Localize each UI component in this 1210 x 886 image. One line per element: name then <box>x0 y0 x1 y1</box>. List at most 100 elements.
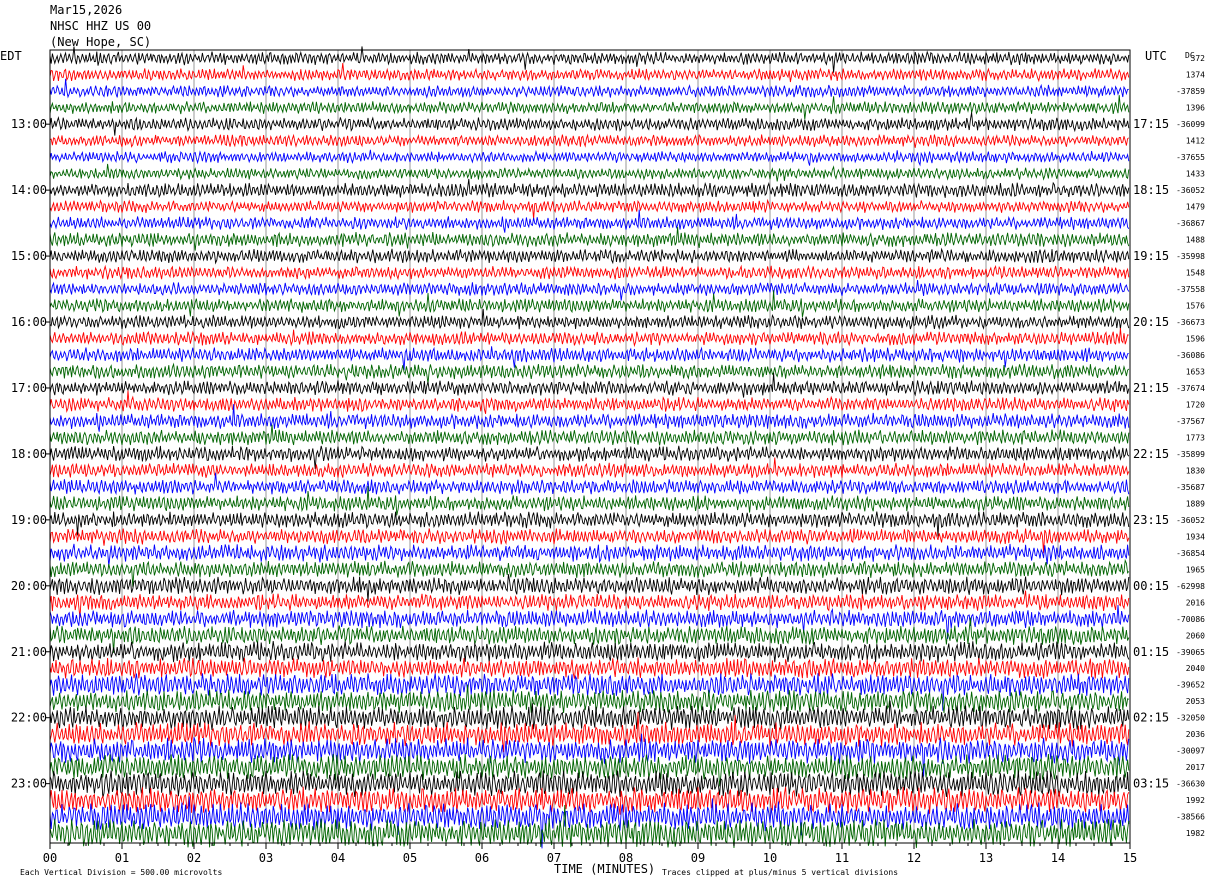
seismic-trace <box>49 372 1130 398</box>
seismic-trace <box>49 684 1129 714</box>
x-tick-label: 02 <box>187 851 201 865</box>
x-tick-label: 11 <box>835 851 849 865</box>
seismic-trace <box>49 178 1130 199</box>
x-tick-label: 13 <box>979 851 993 865</box>
dc-offset-label: -36099 <box>1176 120 1205 129</box>
right-hour-label: 03:15 <box>1133 777 1169 791</box>
seismic-trace <box>49 786 1130 815</box>
seismic-trace <box>49 279 1130 301</box>
right-hour-label: 20:15 <box>1133 315 1169 329</box>
dc-offset-label: -36052 <box>1176 516 1205 525</box>
left-hour-labels: 13:00 14:00 15:00 16:00 17:00 18:00 19:00 20:00… <box>11 117 50 791</box>
seismic-trace <box>49 604 1130 639</box>
dc-offset-label: -36630 <box>1176 780 1205 789</box>
dc-offset-label: -35998 <box>1176 252 1205 261</box>
right-timezone-label: UTC <box>1145 49 1167 63</box>
right-hour-label: 23:15 <box>1133 513 1169 527</box>
dc-offset-label: -70086 <box>1176 615 1205 624</box>
dc-offset-label: 1653 <box>1186 367 1205 376</box>
x-tick-label: 10 <box>763 851 777 865</box>
seismic-trace <box>49 733 1130 777</box>
dc-offset-label: 1720 <box>1186 400 1205 409</box>
left-hour-label: 17:00 <box>11 381 47 395</box>
dc-offset-label: 1548 <box>1186 269 1205 278</box>
seismic-trace <box>49 78 1129 99</box>
dc-offset-label: -62998 <box>1176 582 1205 591</box>
station-label: NHSC HHZ US 00 <box>50 19 152 33</box>
dc-offset-label: -37674 <box>1176 384 1205 393</box>
seismic-trace <box>49 445 1130 469</box>
dc-offset-label: -36854 <box>1176 549 1205 558</box>
seismic-trace <box>49 264 1130 281</box>
dc-offset-label: 1889 <box>1186 499 1205 508</box>
x-axis-title: TIME (MINUTES) <box>554 862 655 876</box>
x-tick-label: 06 <box>475 851 489 865</box>
dc-offset-label: -36086 <box>1176 351 1205 360</box>
right-hour-label: 17:15 <box>1133 117 1169 131</box>
left-hour-label: 15:00 <box>11 249 47 263</box>
left-hour-label: 13:00 <box>11 117 47 131</box>
right-hour-label: 21:15 <box>1133 381 1169 395</box>
dc-offset-label: -36673 <box>1176 318 1205 327</box>
dc-offset-label: 1934 <box>1186 532 1205 541</box>
dc-offset-label: 1412 <box>1186 137 1205 146</box>
dc-offset-label: 1374 <box>1186 71 1205 80</box>
seismic-trace <box>49 328 1129 348</box>
seismic-trace <box>49 796 1130 849</box>
right-hour-label: 18:15 <box>1133 183 1169 197</box>
dc-offset-label: -37558 <box>1176 285 1205 294</box>
left-hour-label: 22:00 <box>11 711 47 725</box>
seismic-trace <box>49 404 1130 432</box>
x-tick-label: 14 <box>1051 851 1065 865</box>
right-hour-label: 02:15 <box>1133 711 1169 725</box>
dc-offset-label: -37655 <box>1176 153 1205 162</box>
seismic-trace <box>49 472 1130 496</box>
grid-lines <box>121 50 1059 843</box>
location-label: (New Hope, SC) <box>50 35 152 49</box>
date-label: Mar15,2026 <box>50 3 123 17</box>
seismic-trace <box>49 424 1130 446</box>
dc-column-label: DC <box>1185 51 1195 60</box>
seismic-trace <box>49 511 1130 537</box>
x-tick-label: 12 <box>907 851 921 865</box>
dc-offset-label: -38566 <box>1176 813 1205 822</box>
seismic-trace <box>49 209 1130 233</box>
x-tick-label: 04 <box>331 851 345 865</box>
seismic-trace <box>49 673 1130 711</box>
right-hour-label: 22:15 <box>1133 447 1169 461</box>
x-tick-label: 01 <box>115 851 129 865</box>
dc-offset-label: -37859 <box>1176 87 1205 96</box>
left-timezone-label: EDT <box>0 49 22 63</box>
seismic-trace <box>49 362 1130 384</box>
right-hour-label: 19:15 <box>1133 249 1169 263</box>
seismic-trace <box>49 543 1130 567</box>
x-tick-label: 00 <box>43 851 57 865</box>
dc-offset-label: 1433 <box>1186 170 1205 179</box>
dc-offset-label: 2040 <box>1186 664 1205 673</box>
dc-offset-label: -39652 <box>1176 681 1205 690</box>
dc-offset-label: -30097 <box>1176 747 1205 756</box>
dc-offset-label: 1596 <box>1186 335 1205 344</box>
left-hour-label: 18:00 <box>11 447 47 461</box>
dc-offset-label: -37567 <box>1176 417 1205 426</box>
seismic-trace <box>49 700 1130 731</box>
seismic-trace <box>49 346 1129 371</box>
dc-offset-label: 1830 <box>1186 466 1205 475</box>
dc-offset-label: 1576 <box>1186 302 1205 311</box>
dc-offset-labels: 372 1374 -37859 1396 -36099 1412 -37655 1433 -36… <box>1176 54 1205 838</box>
x-tick-label: 03 <box>259 851 273 865</box>
x-tick-label: 09 <box>691 851 705 865</box>
seismic-trace <box>49 804 1130 848</box>
dc-offset-label: 1396 <box>1186 104 1205 113</box>
dc-offset-label: -39065 <box>1176 648 1205 657</box>
left-hour-label: 20:00 <box>11 579 47 593</box>
right-hour-labels: 17:15 18:15 19:15 20:15 21:15 22:15 23:15 00:15… <box>1133 117 1169 790</box>
left-hour-label: 21:00 <box>11 645 47 659</box>
seismic-trace <box>49 198 1130 220</box>
seismic-trace <box>49 46 1130 73</box>
dc-offset-label: 2053 <box>1186 697 1205 706</box>
seismic-trace <box>49 657 1130 679</box>
seismic-trace <box>49 163 1130 182</box>
dc-offset-label: 1982 <box>1186 829 1205 838</box>
